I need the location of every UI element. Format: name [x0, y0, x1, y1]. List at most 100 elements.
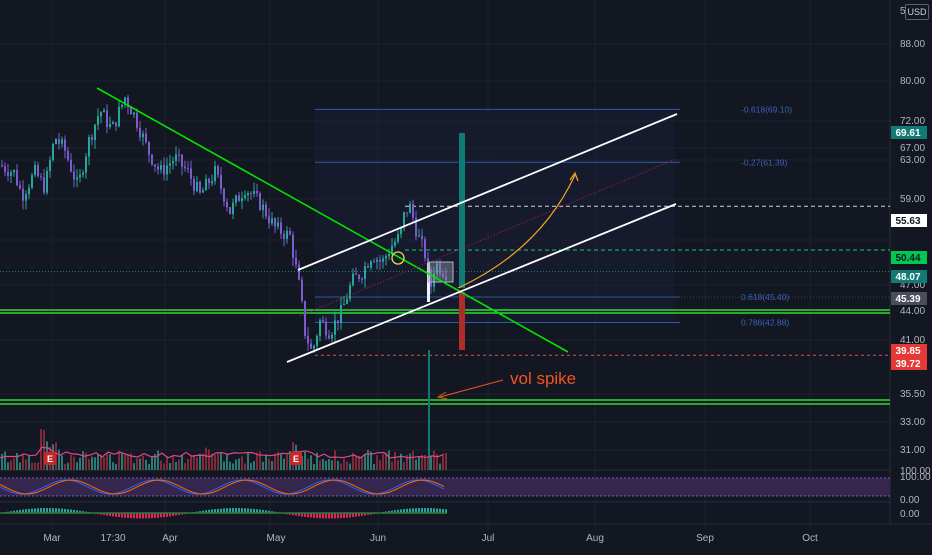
macd-bar [139, 513, 141, 519]
candle-body [283, 233, 285, 239]
candle-body [172, 161, 174, 164]
candle-body [91, 137, 93, 140]
price-tick: 63.00 [900, 155, 925, 166]
volume-bar [76, 462, 78, 470]
macd-bar [124, 513, 126, 518]
candles [1, 94, 447, 353]
candle-body [76, 177, 78, 180]
volume-axis-tick: 100.00 [900, 466, 931, 477]
macd-bar [319, 513, 321, 519]
volume-bar [400, 453, 402, 470]
candle-body [205, 178, 207, 191]
candle-body [169, 163, 171, 166]
time-tick: Sep [696, 533, 714, 544]
stoch-k-line [0, 479, 445, 495]
candle-body [160, 165, 162, 170]
macd-bar [361, 513, 363, 516]
macd-bar [70, 509, 72, 514]
volume-bar [127, 453, 129, 470]
candle-body [364, 266, 366, 280]
stoch-d-line [0, 479, 445, 495]
macd-bar [175, 513, 177, 516]
volume-bar [355, 455, 357, 470]
candle-body [418, 235, 420, 237]
candle-body [94, 124, 96, 140]
macd-bar [433, 508, 435, 514]
fib-label: 0.786(42.88) [741, 318, 789, 328]
macd-bar [259, 509, 261, 514]
price-tag-55.63 [891, 214, 927, 227]
candle-body [274, 218, 276, 227]
macd-bar [22, 509, 24, 514]
volume-bar [421, 454, 423, 470]
macd-bar [64, 508, 66, 514]
volume-bar [115, 463, 117, 470]
time-tick: Apr [162, 533, 178, 544]
price-tick: 41.00 [900, 335, 925, 346]
candle-body [391, 245, 393, 255]
candle-body [244, 195, 246, 199]
macd-bar [16, 510, 18, 514]
volume-bar [376, 455, 378, 470]
candle-body [304, 300, 306, 336]
macd-bar [205, 510, 207, 514]
stoch-axis-tick: 100.00 [900, 472, 931, 483]
volume-bar [31, 462, 33, 470]
volume-bar [70, 455, 72, 470]
candle-body [436, 263, 438, 274]
volume-bar [370, 451, 372, 470]
candle-body [97, 116, 99, 125]
volume-ma-line [0, 446, 445, 459]
candle-body [193, 178, 195, 191]
volume-bar [175, 461, 177, 470]
candle-body [241, 198, 243, 202]
volume-bar [220, 452, 222, 470]
macd-bar [262, 509, 264, 514]
volume-bar [121, 452, 123, 470]
price-tick: 88.00 [900, 39, 925, 50]
volume-bar [217, 452, 219, 470]
macd-bar [394, 510, 396, 514]
candle-body [361, 278, 363, 280]
macd-bar [79, 510, 81, 514]
macd-bar [316, 513, 318, 519]
price-tag-text: 39.72 [895, 359, 920, 370]
volume-bar [124, 454, 126, 470]
candle-body [355, 273, 357, 275]
volume-bar [79, 457, 81, 470]
price-tick: 33.00 [900, 417, 925, 428]
volume-bar [316, 452, 318, 470]
candle-body [265, 204, 267, 217]
candle-body [214, 166, 216, 182]
macd-bar [25, 509, 27, 514]
currency-label[interactable]: USD [905, 4, 929, 20]
volume-bar [406, 454, 408, 470]
time-tick: Mar [43, 533, 61, 544]
volume-bar [280, 454, 282, 470]
macd-bar [403, 509, 405, 514]
volume-bar [286, 454, 288, 470]
volume-bar [85, 452, 87, 470]
macd-bar [268, 510, 270, 514]
candle-body [247, 193, 249, 196]
macd-bar [55, 508, 57, 514]
volume-bar [184, 463, 186, 470]
volume-bar [412, 450, 414, 470]
macd-bar [130, 513, 132, 519]
price-tag-text: 69.61 [895, 128, 920, 139]
volume-bar [97, 454, 99, 470]
candle-body [358, 274, 360, 279]
volume-bar [334, 450, 336, 470]
macd-bar [103, 513, 105, 516]
candle-body [82, 172, 84, 175]
stoch-band [0, 478, 890, 496]
candle-body [316, 336, 318, 346]
volume-bar [385, 452, 387, 470]
volume-bar [304, 451, 306, 470]
macd-bar [19, 509, 21, 514]
price-tick: 59.00 [900, 194, 925, 205]
macd-bar [298, 513, 300, 517]
macd-bar [313, 513, 315, 518]
macd-bar [409, 508, 411, 514]
